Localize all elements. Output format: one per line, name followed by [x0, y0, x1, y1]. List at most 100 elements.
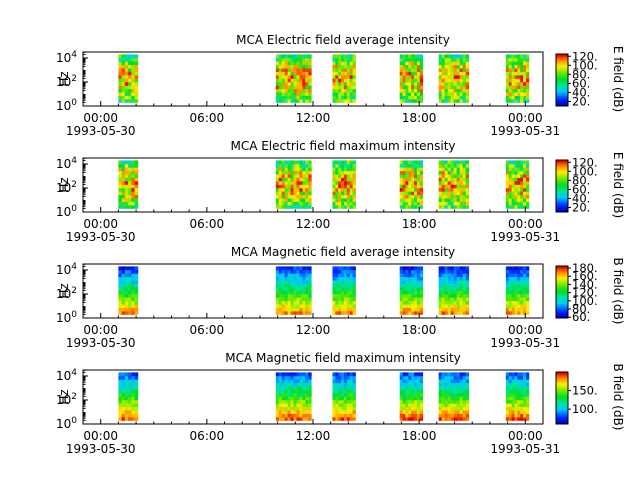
heatmap-cell — [520, 78, 524, 83]
heatmap-cell — [511, 57, 515, 62]
heatmap-cell — [296, 85, 300, 90]
heatmap-cell — [438, 64, 443, 69]
heatmap-cell — [275, 201, 280, 206]
heatmap-cell — [290, 389, 294, 394]
heatmap-cell — [520, 375, 524, 380]
colorbar-swatch — [556, 69, 568, 72]
heatmap-cell — [278, 276, 283, 281]
heatmap-cell — [511, 180, 515, 185]
heatmap-cell — [411, 310, 415, 315]
heatmap-cell — [343, 413, 348, 418]
heatmap-cell — [352, 54, 356, 59]
panel-title: MCA Magnetic field maximum intensity — [225, 351, 461, 365]
heatmap-cell — [338, 78, 342, 83]
heatmap-cell — [302, 85, 306, 90]
heatmap-cell — [514, 88, 518, 93]
heatmap-cell — [525, 304, 530, 308]
heatmap-cell — [405, 392, 409, 397]
heatmap-cell — [128, 406, 132, 411]
heatmap-cell — [511, 71, 515, 76]
x-tick-date: 1993-05-31 — [490, 442, 560, 456]
heatmap-cell — [343, 403, 348, 408]
heatmap-cell — [349, 280, 353, 284]
colorbar-swatch — [556, 414, 568, 417]
heatmap-cell — [341, 74, 345, 79]
heatmap-cell — [305, 392, 309, 397]
heatmap-cell — [459, 187, 464, 192]
heatmap-cell — [124, 392, 129, 397]
heatmap-cell — [465, 54, 470, 59]
y-axis-label: Hz — [57, 177, 71, 192]
heatmap-cell — [402, 410, 406, 414]
heatmap-cell — [419, 410, 424, 414]
heatmap-cell — [278, 310, 283, 315]
heatmap-cell — [332, 98, 336, 103]
heatmap-cell — [308, 98, 312, 103]
heatmap-cell — [520, 386, 524, 390]
heatmap-cell — [124, 304, 129, 308]
heatmap-cell — [341, 184, 345, 189]
heatmap-cell — [305, 276, 309, 281]
heatmap-cell — [505, 276, 510, 281]
heatmap-cell — [505, 174, 510, 178]
heatmap-cell — [121, 177, 126, 182]
heatmap-cell — [128, 167, 132, 172]
heatmap-cell — [302, 95, 306, 100]
heatmap-cell — [118, 399, 123, 404]
heatmap-cell — [343, 74, 348, 79]
heatmap-cell — [335, 286, 339, 291]
heatmap-cell — [299, 74, 303, 79]
heatmap-cell — [332, 382, 336, 387]
heatmap-cell — [411, 286, 415, 291]
heatmap-cell — [405, 280, 409, 284]
y-tick-exponent: 0 — [71, 310, 77, 320]
heatmap-cell — [352, 403, 356, 408]
colorbar-swatch — [556, 93, 568, 95]
heatmap-cell — [352, 379, 356, 384]
heatmap-cell — [505, 300, 510, 305]
heatmap-cell — [438, 74, 443, 79]
colorbar-swatch — [556, 375, 568, 378]
heatmap-cell — [124, 85, 129, 90]
heatmap-cell — [416, 191, 421, 196]
heatmap-cell — [447, 386, 452, 390]
heatmap-cell — [308, 160, 312, 165]
heatmap-cell — [338, 88, 342, 93]
heatmap-cell — [462, 88, 467, 93]
heatmap-cell — [465, 413, 470, 418]
heatmap-cell — [405, 98, 409, 103]
heatmap-cell — [505, 413, 510, 418]
heatmap-cell — [290, 198, 294, 202]
heatmap-cell — [124, 184, 129, 189]
heatmap-cell — [459, 160, 464, 165]
heatmap-cell — [349, 379, 353, 384]
heatmap-cell — [411, 204, 415, 209]
heatmap-cell — [296, 201, 300, 206]
heatmap-cell — [444, 297, 449, 302]
colorbar-swatch — [556, 76, 568, 78]
heatmap-cell — [118, 98, 123, 103]
heatmap-cell — [447, 163, 452, 168]
heatmap-cell — [525, 85, 530, 90]
heatmap-cell — [505, 389, 510, 394]
heatmap-cell — [121, 386, 126, 390]
heatmap-cell — [275, 68, 280, 72]
colorbar-swatch — [556, 411, 568, 413]
heatmap-cell — [450, 204, 455, 209]
heatmap-cell — [505, 187, 510, 192]
heatmap-cell — [456, 379, 461, 384]
heatmap-cell — [118, 375, 123, 380]
heatmap-cell — [349, 403, 353, 408]
heatmap-cell — [302, 177, 306, 182]
heatmap-cell — [453, 310, 458, 315]
heatmap-cell — [402, 307, 406, 312]
heatmap-cell — [520, 71, 524, 76]
heatmap-cell — [278, 399, 283, 404]
heatmap-cell — [131, 92, 135, 96]
heatmap-cell — [124, 160, 129, 165]
heatmap-cell — [523, 269, 527, 274]
heatmap-cell — [414, 297, 418, 302]
heatmap-cell — [349, 269, 353, 274]
colorbar-swatch — [556, 420, 568, 422]
heatmap-cell — [438, 372, 443, 377]
